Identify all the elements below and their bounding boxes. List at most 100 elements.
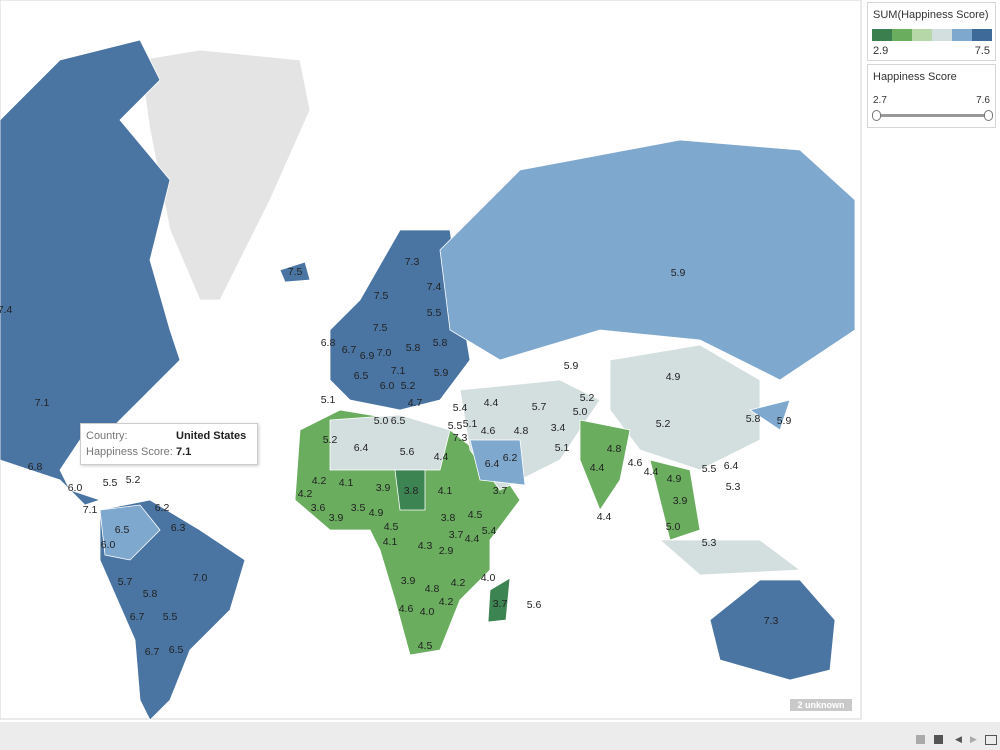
tooltip-value: United States bbox=[176, 430, 247, 442]
country-label: 4.1 bbox=[438, 485, 453, 497]
country-label: 7.3 bbox=[764, 615, 779, 627]
toolbar-icon[interactable] bbox=[934, 735, 943, 744]
swatch bbox=[932, 29, 952, 41]
slider-handle[interactable] bbox=[984, 110, 993, 121]
country-label: 5.9 bbox=[434, 367, 449, 379]
country-label: 5.0 bbox=[666, 521, 681, 533]
country-label: 3.9 bbox=[673, 495, 688, 507]
country-label: 6.7 bbox=[342, 344, 357, 356]
tooltip-label: Happiness Score: bbox=[86, 446, 173, 458]
country-label: 4.3 bbox=[418, 540, 433, 552]
country-label: 5.8 bbox=[143, 588, 158, 600]
color-legend: SUM(Happiness Score) 2.9 7.5 bbox=[867, 2, 996, 61]
country-label: 5.8 bbox=[746, 413, 761, 425]
country-label: 6.5 bbox=[115, 524, 130, 536]
labels: 7.4 7.1 6.8 6.0 5.5 5.2 7.1 6.2 6.5 6.3 6.0 5.7 7.0 5… bbox=[0, 256, 791, 658]
toolbar-icon[interactable] bbox=[916, 735, 925, 744]
country-label: 7.1 bbox=[83, 504, 98, 516]
country-label: 4.6 bbox=[481, 425, 496, 437]
arabia[interactable] bbox=[469, 439, 526, 486]
country-label: 4.2 bbox=[298, 488, 313, 500]
country-label: 2.9 bbox=[439, 545, 454, 557]
country-label: 5.3 bbox=[702, 537, 717, 549]
country-label: 4.7 bbox=[408, 397, 423, 409]
toolbar-icon[interactable]: ▶ bbox=[970, 734, 977, 744]
country-label: 4.2 bbox=[439, 596, 454, 608]
country-label: 4.6 bbox=[628, 457, 643, 469]
country-label: 3.5 bbox=[351, 502, 366, 514]
country-label: 7.5 bbox=[373, 322, 388, 334]
country-label: 6.7 bbox=[130, 611, 145, 623]
europe[interactable] bbox=[329, 229, 471, 411]
country-label: 6.5 bbox=[169, 644, 184, 656]
country-label: 5.2 bbox=[656, 418, 671, 430]
country-label: 5.2 bbox=[580, 392, 595, 404]
country-label: 4.1 bbox=[383, 536, 398, 548]
legend-title: SUM(Happiness Score) bbox=[873, 9, 989, 21]
tooltip-label: Country: bbox=[86, 430, 128, 442]
country-label: 6.8 bbox=[28, 461, 43, 473]
country-label: 5.5 bbox=[702, 463, 717, 475]
country-label: 4.6 bbox=[399, 603, 414, 615]
country-label: 4.4 bbox=[590, 462, 605, 474]
country-label: 3.6 bbox=[311, 502, 326, 514]
country-label: 5.4 bbox=[482, 525, 497, 537]
country-label: 6.5 bbox=[391, 415, 406, 427]
country-label: 5.0 bbox=[374, 415, 389, 427]
slider-handle[interactable] bbox=[872, 110, 881, 121]
country-label: 3.7 bbox=[493, 485, 508, 497]
north-america[interactable] bbox=[0, 39, 181, 506]
country-label: 3.9 bbox=[329, 512, 344, 524]
swatch bbox=[912, 29, 932, 41]
country-label: 5.2 bbox=[126, 474, 141, 486]
china[interactable] bbox=[609, 344, 761, 471]
madagascar[interactable] bbox=[487, 577, 511, 623]
country-label: 4.9 bbox=[369, 507, 384, 519]
map[interactable]: 7.4 7.1 6.8 6.0 5.5 5.2 7.1 6.2 6.5 6.3 6.0 5.7 7.0 5… bbox=[0, 0, 862, 720]
country-label: 6.2 bbox=[503, 452, 518, 464]
country-label: 6.0 bbox=[101, 539, 116, 551]
filter[interactable]: Happiness Score 2.7 7.6 bbox=[867, 64, 996, 128]
filter-title: Happiness Score bbox=[873, 71, 957, 83]
toolbar-icon[interactable]: ◀ bbox=[955, 734, 962, 744]
country-label: 7.0 bbox=[193, 572, 208, 584]
unknown-badge[interactable]: 2 unknown bbox=[790, 699, 852, 711]
country-label: 4.4 bbox=[484, 397, 499, 409]
country-label: 4.5 bbox=[468, 509, 483, 521]
country-label: 6.0 bbox=[68, 482, 83, 494]
russia[interactable] bbox=[439, 139, 856, 381]
country-label: 5.8 bbox=[406, 342, 421, 354]
india[interactable] bbox=[579, 419, 631, 511]
se-asia[interactable] bbox=[649, 459, 701, 541]
country-label: 4.5 bbox=[384, 521, 399, 533]
chad[interactable] bbox=[394, 469, 426, 511]
north-africa[interactable] bbox=[329, 414, 451, 471]
country-label: 4.4 bbox=[465, 533, 480, 545]
country-label: 5.9 bbox=[777, 415, 792, 427]
country-label: 7.0 bbox=[377, 347, 392, 359]
country-label: 4.9 bbox=[667, 473, 682, 485]
japan[interactable] bbox=[749, 399, 791, 431]
country-label: 4.4 bbox=[597, 511, 612, 523]
country-label: 4.2 bbox=[312, 475, 327, 487]
country-label: 3.8 bbox=[404, 485, 419, 497]
country-label: 5.6 bbox=[527, 599, 542, 611]
tooltip-value: 7.1 bbox=[176, 446, 192, 458]
south-america[interactable] bbox=[99, 499, 246, 720]
country-label: 4.8 bbox=[425, 583, 440, 595]
iceland[interactable] bbox=[279, 261, 311, 283]
filter-min: 2.7 bbox=[873, 95, 887, 106]
country-label: 6.3 bbox=[171, 522, 186, 534]
country-label: 4.1 bbox=[339, 477, 354, 489]
country-label: 3.8 bbox=[441, 512, 456, 524]
country-label: 5.5 bbox=[163, 611, 178, 623]
toolbar-icon[interactable] bbox=[985, 735, 997, 745]
slider-track[interactable] bbox=[876, 114, 988, 117]
indonesia[interactable] bbox=[658, 539, 802, 576]
country-label: 6.0 bbox=[380, 380, 395, 392]
australia[interactable] bbox=[709, 579, 836, 681]
country-label: 4.2 bbox=[451, 577, 466, 589]
andes[interactable] bbox=[99, 504, 161, 561]
country-label: 7.3 bbox=[453, 432, 468, 444]
